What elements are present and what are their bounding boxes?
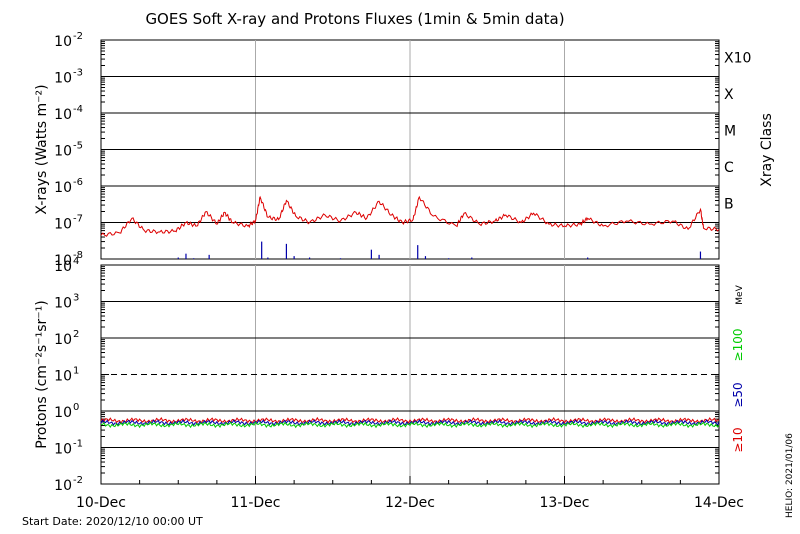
energy-unit-label: MeV bbox=[735, 284, 745, 304]
protons-ytick-exponent: 2 bbox=[73, 329, 79, 340]
flare-class-label: X10 bbox=[724, 50, 751, 66]
flare-class-label: X bbox=[724, 87, 734, 103]
protons-ytick-exponent: 4 bbox=[73, 256, 79, 267]
xray-ytick-label: 10 bbox=[54, 34, 72, 50]
protons-ytick-label: 10 bbox=[54, 478, 72, 494]
flare-class-label: B bbox=[724, 196, 734, 212]
xray-long-channel-series bbox=[100, 195, 720, 237]
xray-class-axis-title: Xray Class bbox=[759, 113, 775, 187]
protons-ytick-label: 10 bbox=[54, 405, 72, 421]
proton-series bbox=[100, 421, 720, 429]
proton-series bbox=[100, 419, 720, 427]
xray-ytick-label: 10 bbox=[54, 107, 72, 123]
protons-ylabel: Protons (cm⁻²s⁻¹sr⁻¹) bbox=[34, 300, 50, 449]
protons-ytick-label: 10 bbox=[54, 332, 72, 348]
protons-ytick-label: 10 bbox=[54, 442, 72, 458]
flare-class-label: M bbox=[724, 123, 736, 139]
protons-ytick-label: 10 bbox=[54, 259, 72, 275]
energy-channel-label: ≥100 bbox=[731, 329, 745, 362]
xray-ytick-exponent: -5 bbox=[73, 141, 83, 152]
protons-ytick-label: 10 bbox=[54, 296, 72, 312]
x-tick-label: 11-Dec bbox=[231, 495, 281, 511]
xray-ytick-exponent: -4 bbox=[73, 104, 83, 115]
flare-class-label: C bbox=[724, 160, 734, 176]
xray-ytick-exponent: -3 bbox=[73, 68, 83, 79]
xray-ytick-label: 10 bbox=[54, 71, 72, 87]
x-tick-label: 10-Dec bbox=[76, 495, 126, 511]
energy-channel-label: ≥50 bbox=[731, 382, 745, 407]
protons-ytick-exponent: -1 bbox=[73, 439, 83, 450]
xray-ytick-label: 10 bbox=[54, 217, 72, 233]
x-tick-label: 12-Dec bbox=[385, 495, 435, 511]
footer-stamp: HELIO: 2021/01/06 bbox=[785, 433, 795, 518]
protons-ytick-label: 10 bbox=[54, 369, 72, 385]
xray-ytick-label: 10 bbox=[54, 180, 72, 196]
protons-ytick-exponent: 1 bbox=[73, 366, 79, 377]
protons-ytick-exponent: 3 bbox=[73, 293, 79, 304]
energy-channel-label: ≥10 bbox=[731, 427, 745, 452]
xray-ytick-label: 10 bbox=[54, 253, 72, 269]
xray-ytick-exponent: -6 bbox=[73, 177, 83, 188]
xray-ytick-exponent: -7 bbox=[73, 214, 83, 225]
x-tick-label: 14-Dec bbox=[694, 495, 744, 511]
xray-ylabel: X-rays (Watts m⁻²) bbox=[34, 84, 50, 214]
chart-title: GOES Soft X-ray and Protons Fluxes (1min… bbox=[145, 10, 564, 28]
x-tick-label: 13-Dec bbox=[540, 495, 590, 511]
xray-ytick-label: 10 bbox=[54, 144, 72, 160]
start-date: Start Date: 2020/12/10 00:00 UT bbox=[22, 515, 203, 528]
protons-ytick-exponent: -2 bbox=[73, 475, 83, 486]
protons-ytick-exponent: 0 bbox=[73, 402, 79, 413]
xray-ytick-exponent: -8 bbox=[73, 250, 83, 261]
xray-ytick-exponent: -2 bbox=[73, 31, 83, 42]
